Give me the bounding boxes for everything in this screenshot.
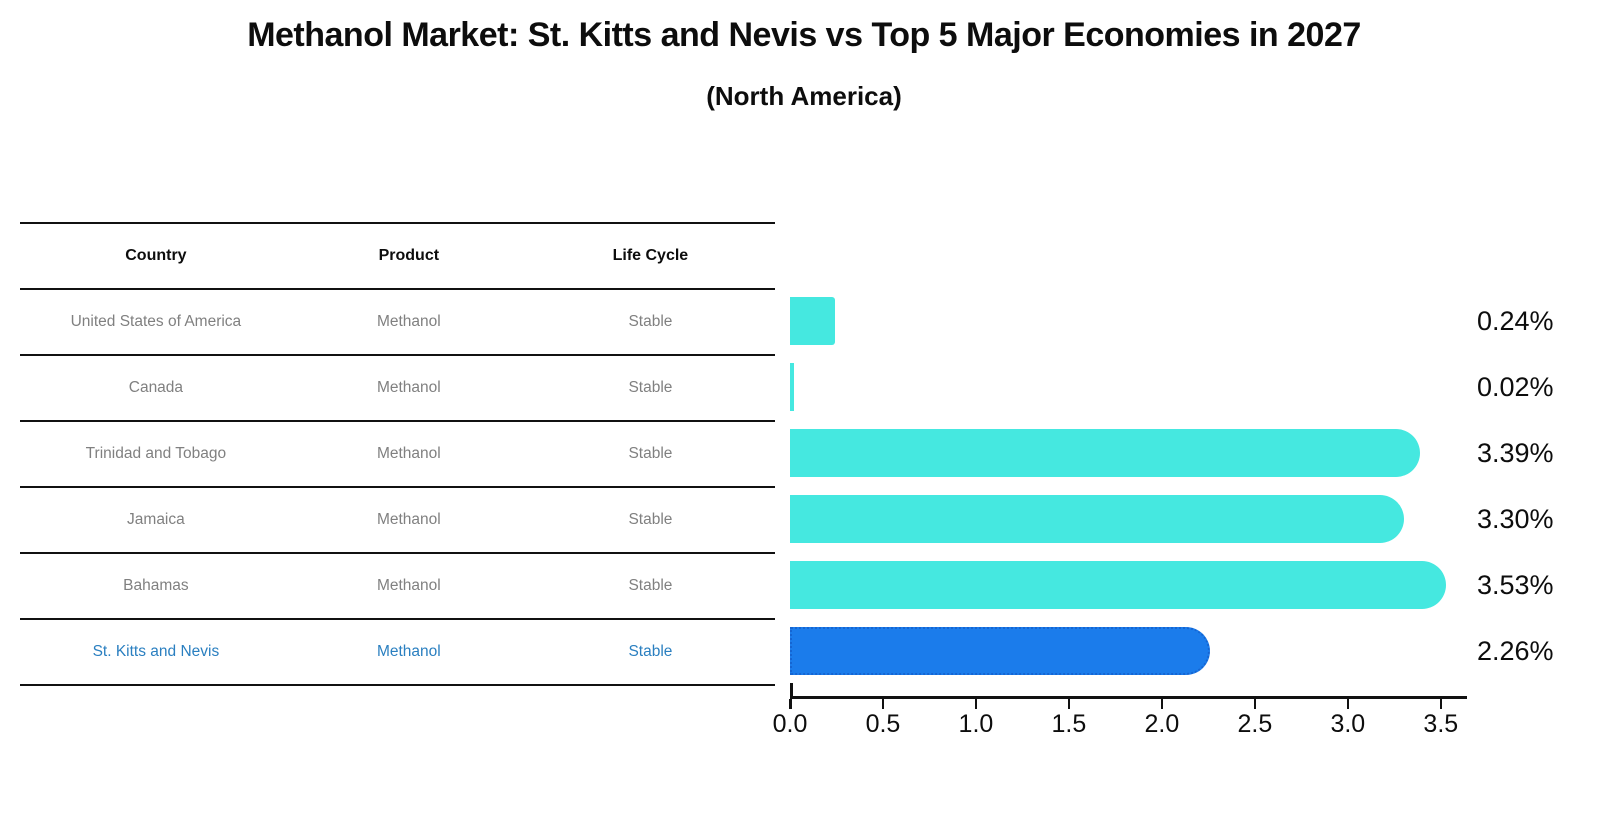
column-header-country: Country	[125, 247, 187, 264]
table-cell-life-cycle: Stable	[628, 445, 673, 462]
bar-bahamas	[790, 561, 1447, 609]
x-axis-left-spine	[790, 683, 793, 696]
x-axis-tick-label: 0.5	[865, 710, 901, 738]
table-row: Bahamas Methanol Stable	[20, 554, 775, 620]
bar-united-states-of-america	[790, 297, 835, 345]
x-axis-tick-label: 0.0	[772, 710, 808, 738]
x-axis-line	[790, 696, 1467, 699]
table-cell-country: Bahamas	[123, 577, 189, 594]
x-axis-tick	[974, 699, 978, 709]
x-axis-tick-label: 3.0	[1330, 710, 1366, 738]
x-axis-tick-label: 2.5	[1237, 710, 1273, 738]
x-axis-tick-label: 2.0	[1144, 710, 1180, 738]
table-cell-country: St. Kitts and Nevis	[92, 643, 220, 660]
table-cell-life-cycle: Stable	[628, 577, 673, 594]
table-cell-country: United States of America	[70, 313, 242, 330]
bar-series	[790, 288, 1465, 684]
table-row: United States of America Methanol Stable	[20, 290, 775, 356]
x-axis-tick-label: 1.0	[958, 710, 994, 738]
table-cell-life-cycle: Stable	[628, 313, 673, 330]
bar-value-label: 0.24%	[1477, 305, 1554, 336]
x-axis-tick	[1346, 699, 1350, 709]
x-axis-tick	[1439, 699, 1443, 709]
table-cell-country: Trinidad and Tobago	[85, 445, 227, 462]
table-cell-life-cycle: Stable	[628, 643, 673, 660]
table-cell-product: Methanol	[376, 577, 441, 594]
x-axis-tick	[881, 699, 885, 709]
table-cell-country: Canada	[128, 379, 184, 396]
chart-title: Methanol Market: St. Kitts and Nevis vs …	[247, 16, 1361, 54]
bar-row	[790, 552, 1465, 618]
bar-value-label: 0.02%	[1477, 371, 1554, 402]
bar-chart-plot	[790, 288, 1465, 684]
table-cell-life-cycle: Stable	[628, 511, 673, 528]
bar-row	[790, 618, 1465, 684]
x-axis-tick	[1067, 699, 1071, 709]
bar-value-label: 3.39%	[1477, 437, 1554, 468]
x-axis-tick	[789, 699, 792, 709]
table-row: Canada Methanol Stable	[20, 356, 775, 422]
table-cell-product: Methanol	[376, 643, 441, 660]
column-header-product: Product	[378, 247, 440, 264]
bar-row	[790, 288, 1465, 354]
table-header-row: Country Product Life Cycle	[20, 224, 775, 290]
table-body: United States of America Methanol Stable Ca…	[20, 290, 775, 686]
bar-row	[790, 420, 1465, 486]
table-row: Trinidad and Tobago Methanol Stable	[20, 422, 775, 488]
table-cell-product: Methanol	[376, 511, 441, 528]
bar-jamaica	[790, 495, 1404, 543]
table-cell-product: Methanol	[376, 445, 441, 462]
table-cell-product: Methanol	[376, 379, 441, 396]
table-row: Jamaica Methanol Stable	[20, 488, 775, 554]
table-row: St. Kitts and Nevis Methanol Stable	[20, 620, 775, 686]
x-axis-tick	[1160, 699, 1164, 709]
chart-subtitle: (North America)	[706, 81, 902, 111]
bar-st-kitts-and-nevis	[790, 627, 1211, 675]
table-cell-country: Jamaica	[127, 511, 185, 528]
table-cell-product: Methanol	[376, 313, 441, 330]
x-axis-tick	[1253, 699, 1257, 709]
table-cell-life-cycle: Stable	[628, 379, 673, 396]
x-axis-tick-label: 3.5	[1423, 710, 1459, 738]
bar-value-label: 2.26%	[1477, 635, 1554, 666]
bar-row	[790, 486, 1465, 552]
bar-value-label: 3.53%	[1477, 569, 1554, 600]
bar-row	[790, 354, 1465, 420]
x-axis-tick-label: 1.5	[1051, 710, 1087, 738]
bar-value-label: 3.30%	[1477, 503, 1554, 534]
bar-trinidad-and-tobago	[790, 429, 1421, 477]
column-header-life-cycle: Life Cycle	[612, 247, 689, 264]
data-table: Country Product Life Cycle United States…	[20, 222, 775, 686]
bar-canada	[790, 363, 794, 411]
